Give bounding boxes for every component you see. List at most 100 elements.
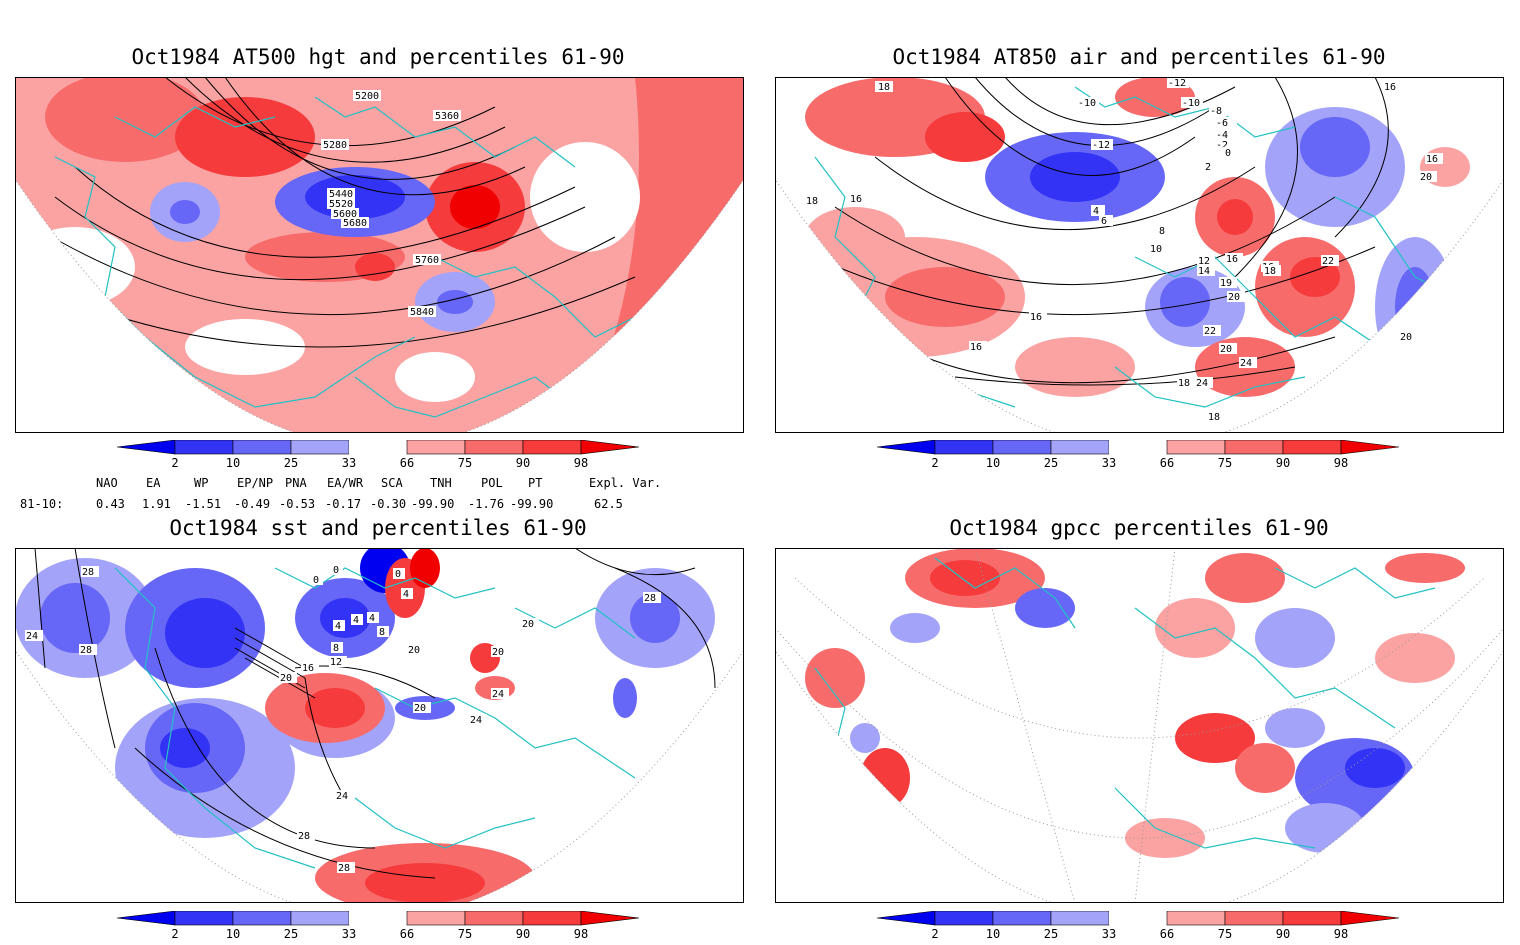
contour-label: 5440 (329, 189, 353, 200)
map-panel-hgt: 5200 5360 5280 5440 5520 5600 5680 5760 … (15, 77, 744, 433)
index-value-eawr: -0.17 (325, 497, 362, 511)
index-header-tnh: TNH (430, 476, 452, 490)
contour-label: 4 (369, 613, 375, 624)
contour-label: 18 (1264, 266, 1276, 277)
map-sst: 24 28 28 28 0 0 0 4 4 4 4 8 8 12 16 20 2… (15, 548, 744, 903)
colorbar-tick-label: 98 (1333, 456, 1349, 470)
map-hgt: 5200 5360 5280 5440 5520 5600 5680 5760 … (15, 77, 744, 433)
map-panel-gpcc (775, 548, 1504, 903)
colorbar-segment (1282, 911, 1342, 926)
index-value-explvar: 62.5 (594, 497, 623, 511)
panel-title-sst: Oct1984 sst and percentiles 61-90 (169, 516, 587, 540)
colorbar-tick-label: 2 (931, 927, 939, 941)
contour-label: 22 (1322, 256, 1334, 267)
panel-title-gpcc: Oct1984 gpcc percentiles 61-90 (949, 516, 1329, 540)
contour-label: 5760 (415, 255, 439, 266)
contour-label: -8 (1210, 106, 1222, 117)
colorbar-segment (1109, 440, 1167, 454)
colorbar-segment (1282, 440, 1342, 455)
contour-label: 22 (1204, 326, 1216, 337)
panel-title-hgt: Oct1984 AT500 hgt and percentiles 61-90 (131, 45, 625, 69)
contour-label: 2 (1205, 162, 1211, 173)
colorbar-segment (1109, 911, 1167, 925)
colorbar-segment (876, 911, 936, 926)
colorbar-segment (232, 440, 292, 455)
colorbar-segment (232, 911, 292, 926)
contour-label: 28 (298, 831, 310, 842)
colorbar-tick-label: 2 (931, 456, 939, 470)
colorbar-segment (349, 440, 407, 454)
contour-label: 24 (470, 715, 482, 726)
colorbar: 2 10 25 33 66 75 90 98 (875, 440, 1405, 474)
contour-label: 0 (333, 565, 339, 576)
colorbar-tick-label: 33 (341, 456, 357, 470)
contour-label: 28 (80, 645, 92, 656)
contour-label: 4 (335, 621, 341, 632)
colorbar-segment (1224, 911, 1284, 926)
index-header-pol: POL (481, 476, 503, 490)
contour-label: 18 (806, 196, 818, 207)
contour-label: 16 (1030, 312, 1042, 323)
contour-label: 14 (1198, 266, 1210, 277)
colorbar-segment (290, 911, 350, 926)
index-value-nao: 0.43 (96, 497, 125, 511)
colorbar-tick-label: 98 (1333, 927, 1349, 941)
contour-label: 5200 (355, 91, 379, 102)
colorbar-segment (406, 911, 466, 926)
contour-label: 5600 (333, 209, 357, 220)
colorbar-tick-label: 33 (341, 927, 357, 941)
index-value-pt: -99.90 (510, 497, 554, 511)
colorbar-segment (1166, 440, 1226, 455)
contour-label: 19 (1220, 278, 1232, 289)
colorbar-tick-label: 25 (283, 456, 299, 470)
contour-label: 16 (1226, 254, 1238, 265)
colorbar-tick-label: 66 (399, 927, 415, 941)
index-value-sca: -0.30 (370, 497, 407, 511)
contour-label: -12 (1092, 140, 1110, 151)
colorbar-tick-label: 90 (1275, 456, 1291, 470)
index-value-epnp: -0.49 (234, 497, 271, 511)
colorbar-segment (464, 440, 524, 455)
contour-label: 20 (492, 647, 504, 658)
map-panel-air: 18 -12 -10 -10 -8 -6 -4 -2 0 -12 2 4 6 8… (775, 77, 1504, 433)
colorbar-tick-label: 98 (573, 927, 589, 941)
index-header-pt: PT (528, 476, 543, 490)
colorbar-tick-label: 90 (515, 456, 531, 470)
contour-label: 12 (330, 657, 342, 668)
colorbar-tick-label: 10 (225, 927, 241, 941)
contour-label: 24 (492, 689, 504, 700)
contour-label: 20 (1420, 172, 1432, 183)
index-value-wp: -1.51 (185, 497, 222, 511)
contour-label: 20 (1400, 332, 1412, 343)
contour-label: 20 (408, 645, 420, 656)
map-panel-sst: 24 28 28 28 0 0 0 4 4 4 4 8 8 12 16 20 2… (15, 548, 744, 903)
colorbar-segment (1050, 911, 1110, 926)
contour-label: 5280 (323, 140, 347, 151)
contour-label: 24 (26, 631, 38, 642)
contour-label: 0 (395, 569, 401, 580)
contour-label: -10 (1182, 98, 1200, 109)
index-header-epnp: EP/NP (237, 476, 274, 490)
colorbar-segment (580, 440, 640, 455)
contour-label: 16 (1426, 154, 1438, 165)
map-air: 18 -12 -10 -10 -8 -6 -4 -2 0 -12 2 4 6 8… (775, 77, 1504, 433)
colorbar-segment (174, 440, 234, 455)
contour-label: -6 (1216, 118, 1228, 129)
contour-label: 16 (1384, 82, 1396, 93)
contour-label: 24 (336, 791, 348, 802)
colorbar-tick-label: 10 (225, 456, 241, 470)
colorbar-tick-label: 66 (1159, 927, 1175, 941)
colorbar-segment (992, 440, 1052, 455)
contour-label: -2 (1216, 140, 1228, 151)
index-header-ea: EA (146, 476, 161, 490)
index-value-pol: -1.76 (468, 497, 505, 511)
colorbar-tick-label: 33 (1101, 456, 1117, 470)
contour-label: 18 (878, 82, 890, 93)
contour-label: 4 (353, 615, 359, 626)
contour-label: 12 (1198, 256, 1210, 267)
contour-label: -4 (1216, 130, 1228, 141)
colorbar: 2 10 25 33 66 75 90 98 (115, 440, 645, 474)
colorbar-segment (934, 911, 994, 926)
map-gpcc (775, 548, 1504, 903)
colorbar-tick-label: 25 (1043, 456, 1059, 470)
